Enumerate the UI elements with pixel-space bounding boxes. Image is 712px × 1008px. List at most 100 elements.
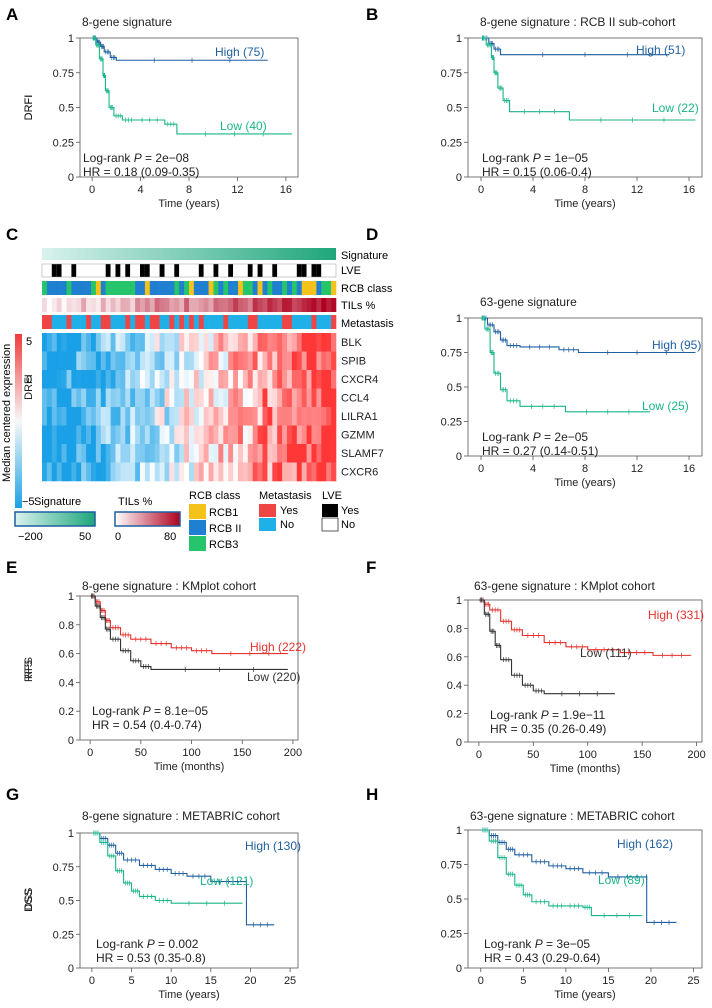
heatmap-cell: [189, 462, 195, 482]
heatmap-cell: [311, 370, 317, 389]
heatmap-cell: [267, 444, 273, 463]
heatmap-cell: [169, 462, 175, 482]
metastasis-cell: [179, 315, 185, 329]
lve-cell: [208, 264, 214, 277]
heatmap-cell: [223, 351, 229, 371]
heatmap-cell: [193, 444, 200, 463]
x-axis-label: Time (months): [550, 763, 621, 775]
rcb-cell: [105, 281, 111, 295]
heatmap-cell: [51, 351, 57, 371]
heatmap-cell: [95, 407, 102, 426]
hazard-ratio-text: HR = 0.18 (0.09-0.35): [83, 165, 199, 179]
tils-cell: [193, 298, 200, 312]
legend-tils-min: 0: [115, 531, 121, 543]
heatmap-cell: [213, 444, 219, 463]
hazard-ratio-text: HR = 0.27 (0.14-0.51): [482, 444, 598, 458]
heatmap-cell: [140, 444, 146, 463]
heatmap-cell: [233, 462, 239, 482]
tils-cell: [252, 298, 258, 312]
y-tick-label: 0.75: [441, 348, 462, 360]
heatmap-cell: [247, 333, 253, 352]
heatmap-cell: [228, 370, 234, 389]
heatmap-cell: [218, 370, 224, 389]
heatmap-cell: [46, 351, 53, 371]
heatmap-cell: [257, 462, 263, 482]
gene-labels: BLK SPIB CXCR4 CCL4 LILRA1 GZMM SLAMF7 CXCR6: [341, 337, 384, 479]
heatmap-cell: [193, 388, 200, 408]
heatmap-cell: [203, 407, 209, 426]
lve-cell: [203, 264, 209, 277]
heatmap-cell: [140, 407, 146, 426]
x-tick-label: 25: [687, 975, 699, 987]
heatmap-cell: [100, 425, 106, 445]
heatmap-cell: [233, 407, 239, 426]
y-tick-label: 0: [68, 963, 74, 975]
heatmap-cell: [125, 444, 131, 463]
heatmap-cell: [189, 351, 195, 371]
tils-cell: [51, 298, 57, 312]
lve-cell: [287, 264, 292, 277]
rcb-cell: [164, 281, 170, 295]
heatmap-cell: [56, 425, 62, 445]
heatmap-cell: [184, 351, 190, 371]
tils-cell: [228, 298, 234, 312]
x-tick-label: 20: [244, 975, 256, 987]
heatmap-cell: [306, 407, 312, 426]
x-tick-label: 200: [687, 749, 705, 761]
heatmap-cell: [233, 444, 239, 463]
heatmap-cell: [149, 425, 155, 445]
heatmap-cell: [169, 444, 175, 463]
y-tick-label: 0: [68, 172, 74, 184]
heatmap-cell: [267, 370, 273, 389]
heatmap-cell: [105, 462, 111, 482]
heatmap-cell: [208, 333, 214, 352]
heatmap-cell: [189, 425, 195, 445]
heatmap-cell: [189, 370, 195, 389]
heatmap-cell: [95, 351, 102, 371]
heatmap-cell: [277, 351, 283, 371]
rcb-cell: [311, 281, 317, 295]
heatmap-cell: [287, 425, 293, 445]
y-axis-label: DRFI: [23, 95, 35, 121]
heatmap-cell: [208, 351, 214, 371]
gene-label-blk: BLK: [341, 337, 362, 349]
heatmap-cell: [81, 425, 87, 445]
heatmap-cell: [242, 425, 249, 445]
heatmap-cell: [154, 444, 160, 463]
y-tick-label: 0.5: [447, 894, 462, 906]
heatmap-cell: [51, 388, 57, 408]
heatmap-cell: [100, 351, 106, 371]
heatmap-cell: [218, 351, 224, 371]
heatmap-cell: [198, 444, 204, 463]
chart-title: 63-gene signature : METABRIC cohort: [470, 809, 675, 823]
heatmap-cell: [159, 370, 165, 389]
heatmap-cell: [203, 462, 209, 482]
heatmap-cell: [262, 388, 268, 408]
heatmap-cell: [71, 370, 77, 389]
censor-marks-1: [93, 830, 226, 906]
heatmap-cell: [51, 462, 57, 482]
heatmap-cell: [311, 351, 317, 371]
heatmap-cell: [135, 370, 141, 389]
metastasis-cell: [66, 315, 72, 329]
rcb-cell: [76, 281, 82, 295]
heatmap-cell: [154, 370, 160, 389]
metastasis-cell: [135, 315, 141, 329]
heatmap-cell: [238, 444, 244, 463]
heatmap-cell: [213, 333, 219, 352]
x-tick-label: 5: [520, 975, 526, 987]
y-tick-label: 0.25: [53, 137, 74, 149]
heatmap-cell: [291, 425, 298, 445]
heatmap-cell: [100, 462, 106, 482]
logrank-text: Log-rank P = 2e−05: [482, 430, 588, 444]
metastasis-cell: [46, 315, 53, 329]
metastasis-cell: [154, 315, 160, 329]
heatmap-cell: [272, 407, 278, 426]
heatmap-cell: [189, 407, 195, 426]
rcb-cell: [296, 281, 302, 295]
legend-lve-yes-swatch: [322, 504, 338, 517]
heatmap-cell: [46, 444, 53, 463]
legend-metastasis-yes-swatch: [259, 504, 276, 517]
gene-label-cxcr6: CXCR6: [341, 467, 378, 479]
